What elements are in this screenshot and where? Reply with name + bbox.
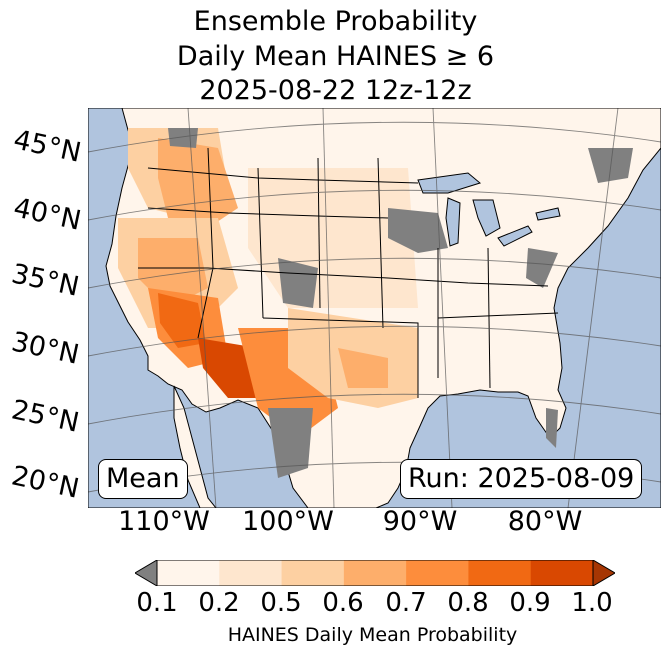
colorbar-segment-0: [157, 560, 220, 586]
colorbar-segment-2: [281, 560, 345, 586]
lake-ontario: [535, 207, 561, 221]
parallel-45: [88, 121, 661, 153]
lat-label-45: 45°N: [10, 124, 84, 169]
parallel-35: [88, 257, 661, 289]
missing-great-lakes: [388, 208, 448, 253]
meridian-100: [322, 108, 335, 508]
lake-huron: [472, 199, 501, 237]
colorbar-tick-5: 0.8: [447, 588, 489, 618]
patch-oklahoma: [338, 348, 388, 388]
boundary-line: [147, 167, 419, 184]
colorbar-label: HAINES Daily Mean Probability: [227, 624, 518, 646]
patch-az-core: [158, 293, 206, 348]
colorbar-segment-1: [219, 560, 283, 586]
lon-label-90: 90°W: [382, 506, 458, 537]
state-boundaries: [138, 147, 559, 398]
colorbar: [135, 560, 615, 586]
colorbar-segments: [157, 560, 594, 586]
colorbar-tick-6: 0.9: [509, 588, 551, 618]
lake-michigan: [445, 197, 461, 247]
colorbar-segment-3: [343, 560, 407, 586]
lat-label-35: 35°N: [8, 258, 82, 303]
title-line-3: 2025-08-22 12z-12z: [199, 75, 472, 106]
missing-appalachia: [526, 248, 558, 288]
colorbar-tick-2: 0.5: [260, 588, 302, 618]
colorbar-segment-4: [406, 560, 469, 586]
colorbar-segment-6: [530, 560, 594, 586]
baja-peninsula: [173, 385, 217, 508]
meridian-110: [187, 108, 217, 508]
lake-superior: [417, 172, 482, 194]
title-line-2: Daily Mean HAINES ≥ 6: [176, 41, 495, 72]
missing-mexico: [268, 408, 313, 478]
parallel-30: [88, 325, 661, 357]
statistic-label-box: Mean: [98, 459, 188, 499]
colorbar-tick-3: 0.6: [322, 588, 364, 618]
colorbar-tick-4: 0.7: [385, 588, 427, 618]
colorbar-over-triangle: [592, 560, 615, 586]
colorbar-frame: [156, 560, 594, 586]
colorbar-segment-5: [468, 560, 532, 586]
lat-label-40: 40°N: [10, 192, 84, 237]
boundary-line: [487, 247, 491, 389]
boundary-line: [437, 312, 559, 319]
lat-label-20: 20°N: [8, 460, 82, 505]
run-date-box: Run: 2025-08-09: [400, 459, 643, 499]
lake-erie: [497, 225, 533, 247]
missing-florida: [546, 408, 558, 448]
title-line-1: Ensemble Probability: [193, 6, 478, 37]
boundary-line: [257, 167, 264, 319]
colorbar-under-triangle: [135, 560, 158, 586]
great-lakes: [417, 172, 561, 247]
boundary-line: [147, 207, 389, 219]
probability-patches: [118, 128, 418, 438]
missing-new-mexico: [278, 258, 318, 308]
boundary-line: [262, 317, 419, 398]
boundary-line: [377, 157, 384, 329]
lat-label-30: 30°N: [8, 326, 82, 371]
colorbar-tick-1: 0.2: [198, 588, 240, 618]
colorbar-tick-0: 0.1: [136, 588, 178, 618]
colorbar-tick-7: 1.0: [571, 588, 613, 618]
lon-label-80: 80°W: [507, 506, 583, 537]
boundary-line: [138, 267, 549, 287]
probability-map: [88, 108, 661, 508]
boundary-line: [197, 147, 214, 339]
parallel-40: [88, 189, 661, 221]
lat-label-25: 25°N: [8, 394, 82, 439]
meridian-80: [567, 108, 619, 508]
lon-label-100: 100°W: [242, 506, 334, 537]
meridian-90: [432, 108, 453, 508]
lon-label-110: 110°W: [118, 506, 210, 537]
boundary-line: [317, 157, 321, 309]
